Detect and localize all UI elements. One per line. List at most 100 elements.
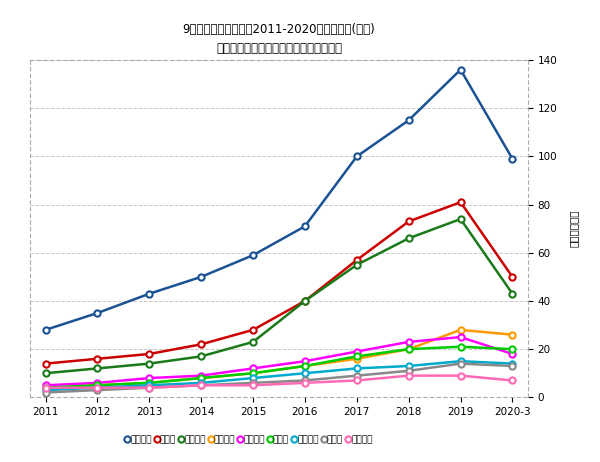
我乐家居 [509, 361, 516, 366]
欧派家居 [94, 310, 101, 316]
索菲亚 [457, 200, 464, 205]
索菲亚 [250, 327, 257, 333]
Line: 皮阿诺: 皮阿诺 [43, 360, 515, 395]
欧派家居 [301, 224, 308, 229]
索菲亚 [146, 351, 153, 357]
尚品宅配 [405, 236, 412, 241]
索菲亚 [353, 257, 361, 263]
尚品宅配 [94, 365, 101, 371]
好莱客 [509, 346, 516, 352]
顶固集创 [250, 383, 257, 388]
欧派家居 [405, 117, 412, 123]
金牌橱柜 [94, 380, 101, 386]
顶固集创 [146, 385, 153, 390]
志邦家居 [42, 385, 49, 390]
尚品宅配 [457, 216, 464, 222]
顶固集创 [405, 373, 412, 378]
索菲亚 [301, 298, 308, 304]
顶固集创 [42, 385, 49, 390]
Line: 金牌橱柜: 金牌橱柜 [43, 334, 515, 389]
尚品宅配 [197, 353, 205, 359]
金牌橱柜 [250, 365, 257, 371]
好莱客 [94, 383, 101, 388]
金牌橱柜 [353, 349, 361, 354]
索菲亚 [405, 219, 412, 224]
Line: 尚品宅配: 尚品宅配 [43, 216, 515, 377]
金牌橱柜 [509, 351, 516, 357]
好莱客 [250, 371, 257, 376]
欧派家居 [457, 67, 464, 73]
索菲亚 [197, 341, 205, 347]
我乐家居 [353, 365, 361, 371]
皮阿诺 [353, 373, 361, 378]
顶固集创 [301, 380, 308, 386]
索菲亚 [94, 356, 101, 362]
我乐家居 [146, 383, 153, 388]
金牌橱柜 [301, 359, 308, 364]
好莱客 [457, 344, 464, 349]
好莱客 [146, 380, 153, 386]
尚品宅配 [509, 291, 516, 297]
好莱客 [405, 346, 412, 352]
志邦家居 [457, 327, 464, 333]
皮阿诺 [197, 383, 205, 388]
Line: 欧派家居: 欧派家居 [43, 67, 515, 333]
志邦家居 [301, 363, 308, 369]
Line: 志邦家居: 志邦家居 [43, 327, 515, 391]
欧派家居 [353, 154, 361, 159]
皮阿诺 [457, 361, 464, 366]
Y-axis label: 营收（亿元）: 营收（亿元） [569, 210, 578, 248]
皮阿诺 [250, 380, 257, 386]
顶固集创 [353, 378, 361, 383]
皮阿诺 [509, 363, 516, 369]
好莱客 [197, 375, 205, 381]
金牌橱柜 [146, 375, 153, 381]
我乐家居 [94, 385, 101, 390]
志邦家居 [94, 383, 101, 388]
Line: 好莱客: 好莱客 [43, 344, 515, 391]
金牌橱柜 [42, 383, 49, 388]
志邦家居 [509, 332, 516, 337]
Line: 索菲亚: 索菲亚 [43, 199, 515, 367]
欧派家居 [146, 291, 153, 297]
我乐家居 [301, 371, 308, 376]
我乐家居 [42, 387, 49, 393]
皮阿诺 [42, 390, 49, 395]
欧派家居 [42, 327, 49, 333]
索菲亚 [509, 274, 516, 280]
好莱客 [353, 353, 361, 359]
皮阿诺 [405, 368, 412, 374]
皮阿诺 [301, 378, 308, 383]
尚品宅配 [146, 361, 153, 366]
尚品宅配 [42, 371, 49, 376]
皮阿诺 [146, 385, 153, 390]
我乐家居 [250, 375, 257, 381]
顶固集创 [94, 385, 101, 390]
皮阿诺 [94, 387, 101, 393]
尚品宅配 [250, 339, 257, 345]
顶固集创 [509, 378, 516, 383]
志邦家居 [405, 346, 412, 352]
金牌橱柜 [197, 373, 205, 378]
金牌橱柜 [405, 339, 412, 345]
Legend: 欧派家居, 索菲亚, 尚品宅配, 志邦家居, 金牌橱柜, 好莱客, 我乐家居, 皮阿诺, 顶固集创: 欧派家居, 索菲亚, 尚品宅配, 志邦家居, 金牌橱柜, 好莱客, 我乐家居, … [125, 436, 373, 444]
我乐家居 [405, 363, 412, 369]
志邦家居 [250, 371, 257, 376]
顶固集创 [197, 383, 205, 388]
欧派家居 [250, 252, 257, 258]
志邦家居 [197, 375, 205, 381]
索菲亚 [42, 361, 49, 366]
好莱客 [42, 385, 49, 390]
尚品宅配 [353, 262, 361, 267]
欧派家居 [509, 156, 516, 162]
我乐家居 [197, 380, 205, 386]
金牌橱柜 [457, 334, 464, 340]
好莱客 [301, 363, 308, 369]
顶固集创 [457, 373, 464, 378]
志邦家居 [146, 380, 153, 386]
Title: 9家定制家居上市公司2011-2020年营收数据(亿元)
制图：新浪家居；资料来源：各公司年报: 9家定制家居上市公司2011-2020年营收数据(亿元) 制图：新浪家居；资料来… [182, 23, 376, 55]
我乐家居 [457, 359, 464, 364]
欧派家居 [197, 274, 205, 280]
尚品宅配 [301, 298, 308, 304]
志邦家居 [353, 356, 361, 362]
